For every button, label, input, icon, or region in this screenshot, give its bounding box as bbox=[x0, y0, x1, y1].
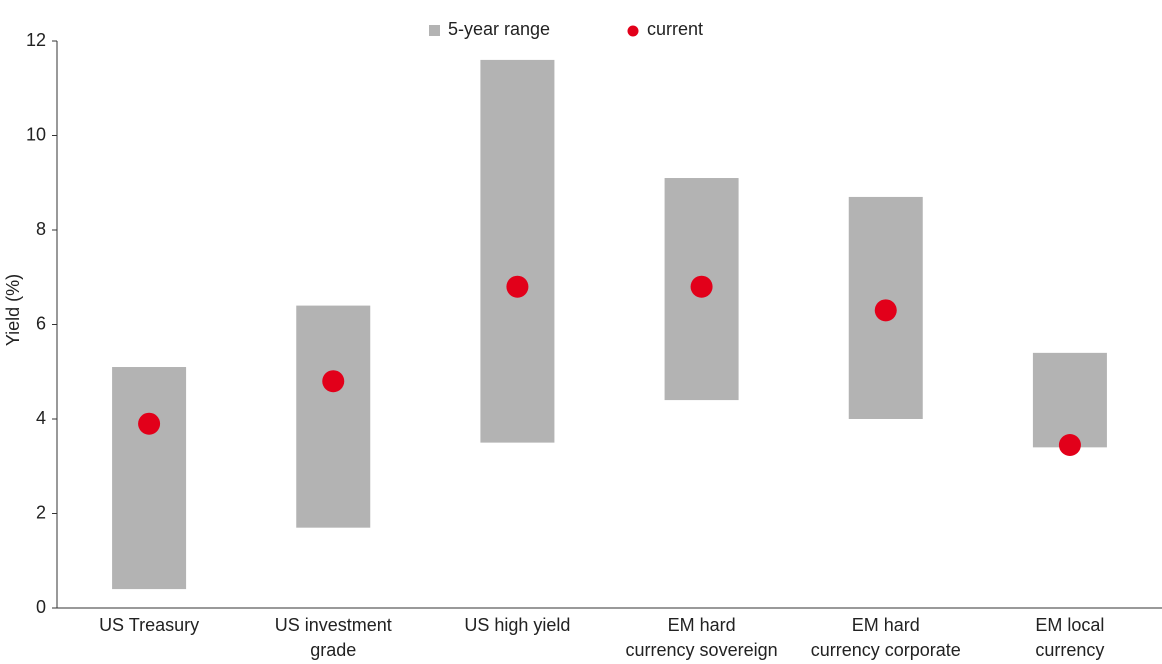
range-bar bbox=[1032, 352, 1107, 448]
y-tick-label: 4 bbox=[36, 408, 46, 428]
current-dot bbox=[1058, 433, 1081, 456]
x-tick-label: EM local bbox=[1035, 615, 1104, 635]
y-tick-label: 6 bbox=[36, 313, 46, 333]
range-bar bbox=[296, 305, 371, 528]
y-tick-label: 2 bbox=[36, 502, 46, 522]
x-tick-label: US high yield bbox=[464, 615, 570, 635]
x-tick-label: currency corporate bbox=[811, 640, 961, 660]
y-tick-label: 0 bbox=[36, 597, 46, 617]
x-tick-label: currency sovereign bbox=[626, 640, 778, 660]
x-tick-label: EM hard bbox=[852, 615, 920, 635]
legend-swatch bbox=[627, 25, 639, 37]
current-dot bbox=[322, 370, 345, 393]
legend-label: current bbox=[647, 19, 703, 39]
range-bar bbox=[112, 367, 187, 590]
y-axis-label: Yield (%) bbox=[3, 274, 23, 346]
y-tick-label: 12 bbox=[26, 30, 46, 50]
current-dot bbox=[506, 275, 529, 298]
y-tick-label: 8 bbox=[36, 219, 46, 239]
current-dot bbox=[690, 275, 713, 298]
range-bar bbox=[480, 59, 555, 443]
legend-swatch bbox=[429, 25, 440, 36]
x-tick-label: EM hard bbox=[668, 615, 736, 635]
y-tick-label: 10 bbox=[26, 124, 46, 144]
x-tick-label: US Treasury bbox=[99, 615, 199, 635]
current-dot bbox=[138, 412, 161, 435]
x-tick-label: grade bbox=[310, 640, 356, 660]
x-tick-label: currency bbox=[1035, 640, 1104, 660]
current-dot bbox=[874, 299, 897, 322]
x-tick-label: US investment bbox=[275, 615, 392, 635]
legend-label: 5-year range bbox=[448, 19, 550, 39]
